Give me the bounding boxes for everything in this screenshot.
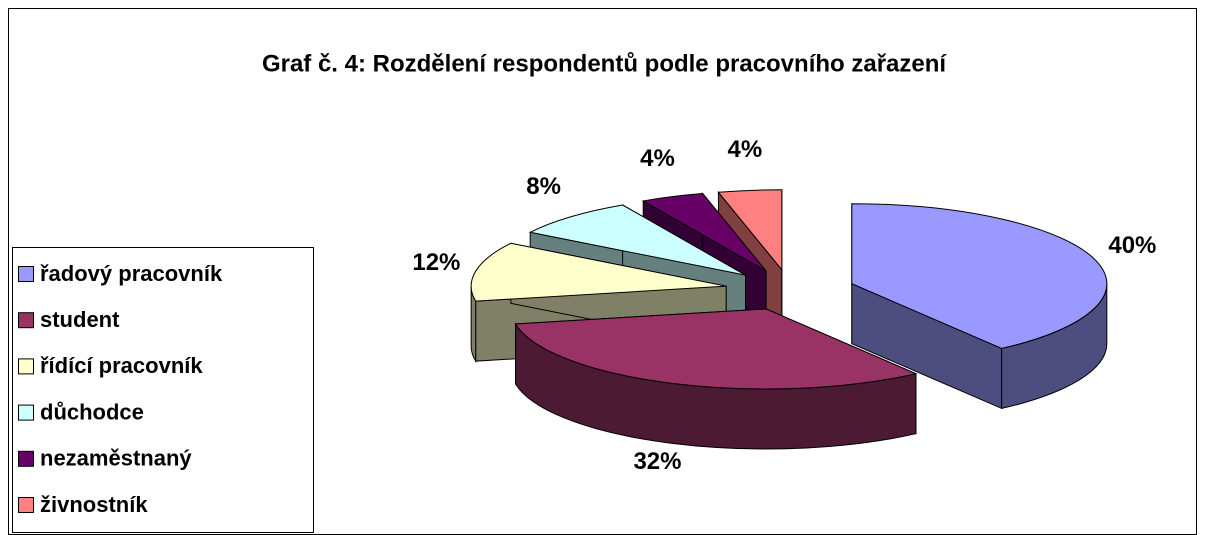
legend-label: živnostník bbox=[40, 492, 148, 517]
legend-items: řadový pracovník student řídící pracovník d… bbox=[18, 261, 223, 517]
legend-swatch bbox=[18, 312, 34, 329]
slice-top bbox=[470, 242, 727, 302]
data-label: 4% bbox=[640, 145, 675, 172]
data-label: 4% bbox=[728, 136, 763, 163]
data-label: 12% bbox=[412, 249, 460, 276]
slice-top bbox=[717, 189, 783, 272]
legend-label: řídící pracovník bbox=[40, 353, 203, 378]
data-label: 8% bbox=[526, 173, 561, 200]
slice-top bbox=[851, 203, 1108, 349]
legend-label: student bbox=[40, 307, 120, 332]
slice-top bbox=[514, 308, 918, 390]
chart-title: Graf č. 4: Rozdělení respondentů podle p… bbox=[262, 50, 947, 77]
data-label: 40% bbox=[1108, 232, 1156, 259]
legend-swatch bbox=[18, 358, 34, 375]
legend-swatch bbox=[18, 404, 34, 421]
legend-swatch bbox=[18, 450, 34, 467]
pie: 40% 32% 12% 8% 4% 4% bbox=[412, 136, 1156, 475]
legend-label: řadový pracovník bbox=[40, 261, 223, 286]
legend-swatch bbox=[18, 266, 34, 282]
slice-top bbox=[528, 204, 746, 276]
legend-label: nezaměstnaný bbox=[40, 446, 192, 471]
data-label: 32% bbox=[633, 448, 681, 475]
legend bbox=[12, 247, 314, 533]
slice-top bbox=[641, 193, 767, 272]
slice bbox=[851, 203, 1108, 410]
slice bbox=[514, 308, 918, 450]
legend-label: důchodce bbox=[40, 399, 144, 424]
legend-swatch bbox=[18, 497, 34, 513]
